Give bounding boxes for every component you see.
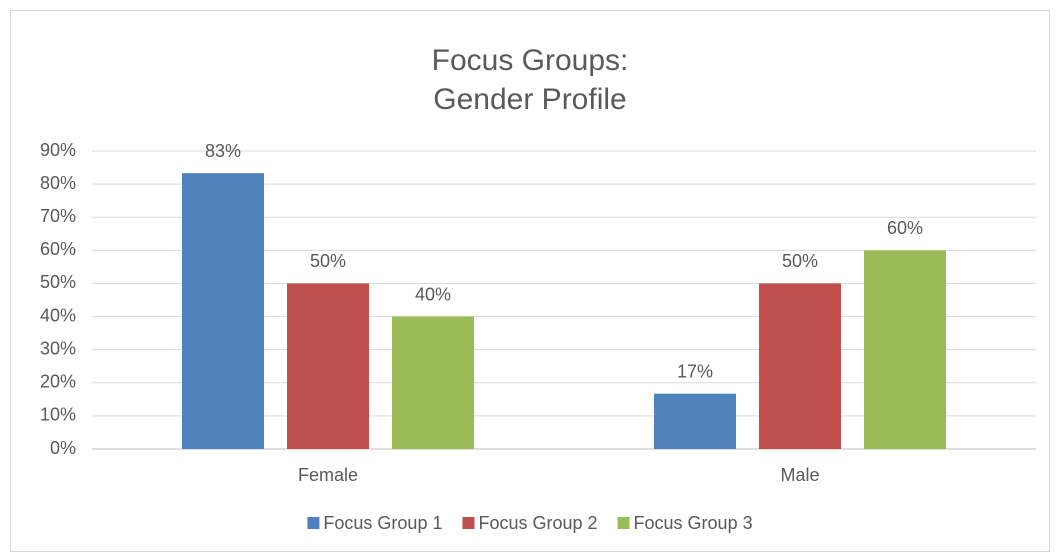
- legend-swatch: [462, 517, 475, 529]
- bar: [654, 393, 736, 449]
- bar: [287, 283, 369, 449]
- legend-label: Focus Group 3: [634, 513, 753, 533]
- data-label: 40%: [415, 284, 451, 304]
- y-tick-label: 80%: [40, 173, 76, 193]
- chart-title: Focus Groups:: [432, 44, 629, 77]
- legend-swatch: [307, 517, 320, 529]
- data-label: 60%: [887, 218, 923, 238]
- y-tick-label: 60%: [40, 239, 76, 259]
- y-tick-label: 30%: [40, 338, 76, 358]
- legend-label: Focus Group 2: [478, 513, 597, 533]
- bar: [392, 316, 474, 449]
- data-label: 50%: [782, 251, 818, 271]
- y-tick-label: 10%: [40, 405, 76, 425]
- y-tick-label: 70%: [40, 206, 76, 226]
- chart-title: Gender Profile: [433, 83, 626, 116]
- data-label: 83%: [205, 141, 241, 161]
- x-tick-label: Male: [780, 465, 819, 485]
- y-tick-label: 20%: [40, 372, 76, 392]
- data-label: 17%: [677, 361, 713, 381]
- y-tick-label: 40%: [40, 305, 76, 325]
- legend-swatch: [617, 517, 630, 529]
- data-label: 50%: [310, 251, 346, 271]
- bar: [864, 250, 946, 449]
- y-tick-label: 90%: [40, 140, 76, 160]
- bar: [182, 173, 264, 449]
- bar: [759, 283, 841, 449]
- y-tick-label: 50%: [40, 272, 76, 292]
- y-tick-label: 0%: [50, 438, 76, 458]
- legend-label: Focus Group 1: [323, 513, 442, 533]
- x-tick-label: Female: [298, 465, 358, 485]
